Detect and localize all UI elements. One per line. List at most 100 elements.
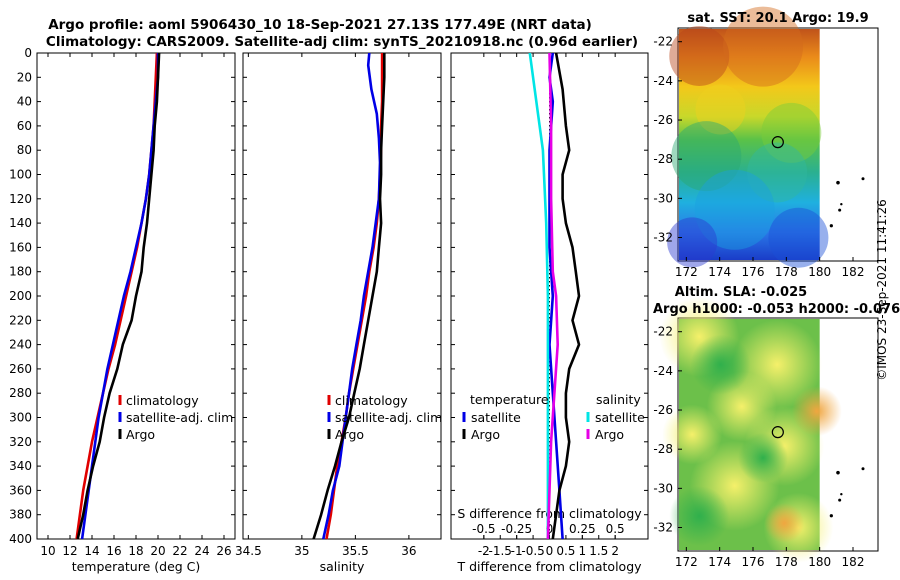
legend-label: satellite-adj. clim <box>126 410 233 425</box>
legend-label: satellite <box>471 410 521 425</box>
sla-map-panel: 172 174 176 178 180 182 -22 -24 -26 -28 -30 -32 Alti… <box>653 285 900 569</box>
salinity-panel: 34.5 35 35.5 36 salinity climatology satellite… <box>235 52 442 574</box>
y-tick-label: 320 <box>9 435 32 449</box>
sla-patch <box>738 432 788 483</box>
island <box>836 180 840 185</box>
map-y-tick-label: -30 <box>653 191 673 205</box>
sst-patch <box>671 121 742 192</box>
x-axis-label: salinity <box>320 559 365 574</box>
series-line-satellite-adj-clim <box>322 52 382 540</box>
y-tick-label: 0 <box>24 46 32 60</box>
map-y-tick-label: -30 <box>653 481 673 495</box>
sst-map-panel: 172 174 176 178 180 182 -22 -24 -26 -28 -30 -32 sat.… <box>653 6 879 279</box>
y-tick-label: 60 <box>17 119 32 133</box>
legend-label: Argo <box>335 427 364 442</box>
sla-patch <box>669 486 730 547</box>
copyright-stamp: ©IMOS 23-Sep-2021 11:41:26 <box>875 199 889 381</box>
x-tick-label: 0.5 <box>556 544 575 558</box>
y-tick-label: 20 <box>17 70 32 84</box>
map-y-tick-label: -22 <box>653 325 673 339</box>
x-tick-label: -0.5 <box>521 544 544 558</box>
island <box>838 498 842 502</box>
map-x-tick-label: 172 <box>675 555 698 569</box>
y-tick-label: 40 <box>17 95 32 109</box>
sst-patch <box>667 217 718 268</box>
sst-patch <box>723 6 803 87</box>
map-title: Argo h1000: -0.053 h2000: -0.076 <box>653 302 900 317</box>
y-tick-label: 240 <box>9 338 32 352</box>
island <box>840 203 843 206</box>
sla-patch <box>690 334 751 395</box>
y-tick-label: 300 <box>9 411 32 425</box>
island <box>861 467 865 471</box>
x-tick-label: 1 <box>579 544 587 558</box>
map-y-tick-label: -22 <box>653 35 673 49</box>
map-x-tick-label: 172 <box>675 265 698 279</box>
series-line-temperature-argo <box>551 52 581 540</box>
series-line-salinity-argo <box>546 52 560 540</box>
x-tick-label: 36 <box>401 544 416 558</box>
x-tick-label: 12 <box>62 544 77 558</box>
series-line-argo <box>76 52 161 540</box>
map-x-tick-label: 176 <box>742 555 765 569</box>
sst-patch <box>695 84 746 135</box>
legend-label: satellite <box>595 410 645 425</box>
island <box>836 470 840 475</box>
x-tick-label: 0 <box>546 544 554 558</box>
legend-label: climatology <box>126 393 199 408</box>
map-y-tick-label: -24 <box>653 74 673 88</box>
y-tick-label: 120 <box>9 192 32 206</box>
series-line-satellite-adj-clim <box>80 53 160 540</box>
x-tick-top-label: -0.25 <box>501 522 532 536</box>
x-tick-label: 35.5 <box>342 544 369 558</box>
x-tick-label: 20 <box>150 544 165 558</box>
map-x-tick-label: 182 <box>842 265 865 279</box>
map-y-tick-label: -26 <box>653 113 673 127</box>
legend-label: satellite-adj. clim <box>335 410 442 425</box>
series-line-argo <box>312 53 386 540</box>
x-tick-label: -1 <box>511 544 523 558</box>
sla-patch <box>662 404 723 465</box>
figure-title-line2: Climatology: CARS2009. Satellite-adj cli… <box>46 34 638 50</box>
island <box>829 224 833 228</box>
legend-label: Argo <box>126 427 155 442</box>
y-tick-label: 380 <box>9 508 32 522</box>
x-tick-label: 26 <box>216 544 231 558</box>
y-tick-label: 220 <box>9 313 32 327</box>
x-tick-label: 16 <box>106 544 121 558</box>
x-tick-label: 18 <box>128 544 143 558</box>
x-tick-label: -2 <box>478 544 490 558</box>
sla-patch <box>764 503 805 544</box>
legend-label: Argo <box>595 427 624 442</box>
series-line-salinity-satellite <box>528 52 550 539</box>
legend-title: salinity <box>596 392 641 407</box>
map-x-tick-label: 180 <box>808 555 831 569</box>
y-tick-label: 260 <box>9 362 32 376</box>
y-tick-label: 140 <box>9 216 32 230</box>
sst-patch <box>694 169 775 250</box>
map-x-tick-label: 178 <box>775 265 798 279</box>
plot-frame <box>242 52 442 540</box>
x-tick-label: 22 <box>172 544 187 558</box>
difference-panel: -2-1.5-1-0.5 0 0.5 1 1.5 2T difference from c… <box>450 52 649 574</box>
legend-title: temperature <box>470 392 549 407</box>
x-tick-label: 14 <box>84 544 99 558</box>
map-x-tick-label: 182 <box>842 555 865 569</box>
y-tick-label: 80 <box>17 143 32 157</box>
y-tick-label: 160 <box>9 240 32 254</box>
map-y-tick-label: -28 <box>653 442 673 456</box>
island <box>840 493 843 496</box>
map-x-tick-label: 178 <box>775 555 798 569</box>
map-title: sat. SST: 20.1 Argo: 19.9 <box>687 11 868 26</box>
legend-label: climatology <box>335 393 408 408</box>
x-tick-label: 24 <box>194 544 209 558</box>
x-tick-label: 34.5 <box>235 544 262 558</box>
sst-patch <box>747 142 808 203</box>
y-tick-label: 280 <box>9 386 32 400</box>
x-axis-label: T difference from climatology <box>456 559 642 574</box>
sst-patch <box>768 207 829 268</box>
x-axis-label: temperature (deg C) <box>72 559 201 574</box>
map-y-tick-label: -32 <box>653 231 673 245</box>
island <box>861 177 865 181</box>
